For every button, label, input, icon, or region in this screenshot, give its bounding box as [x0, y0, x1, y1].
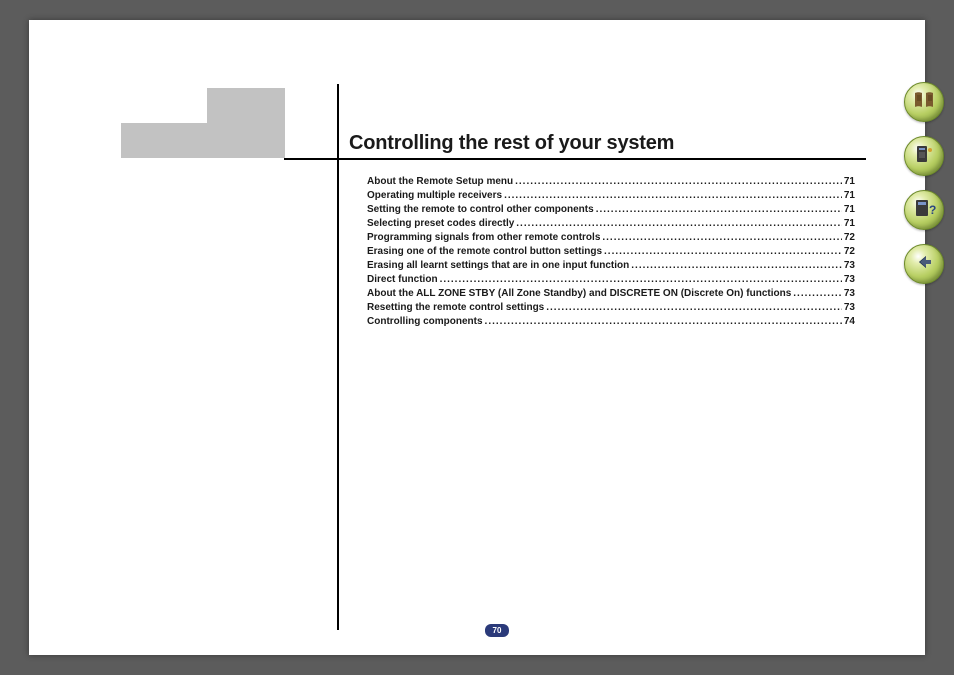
header-tab-lower [121, 123, 285, 158]
toc-entry[interactable]: Setting the remote to control other comp… [367, 203, 855, 216]
device-button[interactable] [904, 136, 944, 176]
toc-entry[interactable]: Erasing all learnt settings that are in … [367, 259, 855, 272]
toc-leader [602, 231, 842, 244]
book-icon [912, 88, 936, 117]
chapter-title: Controlling the rest of your system [349, 132, 869, 155]
back-arrow-icon [912, 250, 936, 279]
toc-leader [546, 301, 842, 314]
manual-page: Controlling the rest of your system Abou… [29, 20, 925, 655]
title-underline [284, 158, 866, 160]
toc-leader [485, 315, 842, 328]
toc-leader [504, 189, 842, 202]
toc-entry[interactable]: Direct function 73 [367, 273, 855, 286]
device-icon [912, 142, 936, 171]
toc-leader [596, 203, 842, 216]
toc-label: Selecting preset codes directly [367, 217, 514, 230]
page-number-badge: 70 [485, 624, 509, 637]
header-tab-upper [207, 88, 285, 123]
toc-entry[interactable]: Controlling components 74 [367, 315, 855, 328]
toc-leader [604, 245, 842, 258]
toc-label: Erasing one of the remote control button… [367, 245, 602, 258]
toc-page: 71 [844, 175, 855, 188]
toc-label: Setting the remote to control other comp… [367, 203, 594, 216]
toc-page: 73 [844, 259, 855, 272]
toc-leader [631, 259, 842, 272]
toc-entry[interactable]: About the ALL ZONE STBY (All Zone Standb… [367, 287, 855, 300]
toc-page: 72 [844, 245, 855, 258]
toc-page: 73 [844, 301, 855, 314]
toc-leader [516, 217, 842, 230]
svg-text:?: ? [929, 203, 936, 217]
toc-page: 73 [844, 287, 855, 300]
toc-entry[interactable]: Operating multiple receivers 71 [367, 189, 855, 202]
toc-entry[interactable]: Resetting the remote control settings 73 [367, 301, 855, 314]
help-icon: ? [912, 196, 936, 225]
toc-label: Programming signals from other remote co… [367, 231, 600, 244]
toc-label: About the ALL ZONE STBY (All Zone Standb… [367, 287, 791, 300]
toc-label: Controlling components [367, 315, 483, 328]
toc-leader [440, 273, 842, 286]
toc-label: Resetting the remote control settings [367, 301, 544, 314]
toc-label: Operating multiple receivers [367, 189, 502, 202]
toc-label: About the Remote Setup menu [367, 175, 513, 188]
toc-page: 72 [844, 231, 855, 244]
contents-button[interactable] [904, 82, 944, 122]
toc-page: 71 [844, 217, 855, 230]
sidebar-toolbar: ? [904, 82, 948, 284]
toc-leader [515, 175, 842, 188]
back-button[interactable] [904, 244, 944, 284]
table-of-contents: About the Remote Setup menu 71 Operating… [367, 175, 855, 328]
toc-page: 73 [844, 273, 855, 286]
toc-label: Erasing all learnt settings that are in … [367, 259, 629, 272]
toc-page: 74 [844, 315, 855, 328]
toc-label: Direct function [367, 273, 438, 286]
toc-page: 71 [844, 203, 855, 216]
toc-entry[interactable]: Programming signals from other remote co… [367, 231, 855, 244]
toc-entry[interactable]: About the Remote Setup menu 71 [367, 175, 855, 188]
toc-entry[interactable]: Erasing one of the remote control button… [367, 245, 855, 258]
toc-entry[interactable]: Selecting preset codes directly 71 [367, 217, 855, 230]
vertical-divider [337, 84, 339, 630]
toc-page: 71 [844, 189, 855, 202]
toc-leader [793, 287, 842, 300]
help-button[interactable]: ? [904, 190, 944, 230]
